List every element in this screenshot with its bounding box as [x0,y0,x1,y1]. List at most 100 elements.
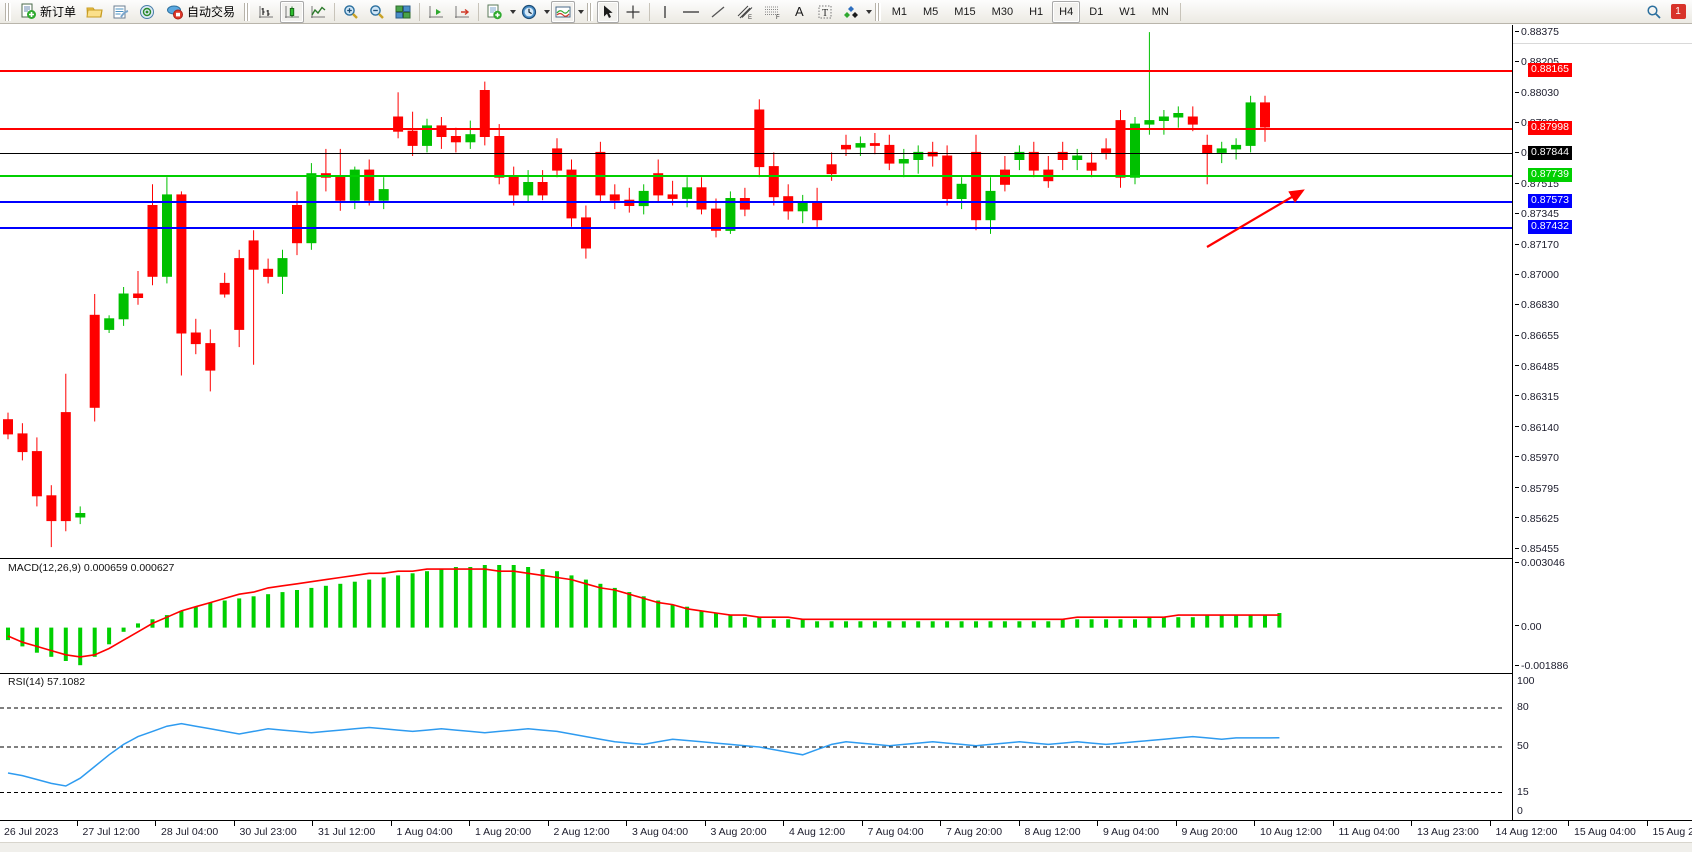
bar-chart-button[interactable] [254,1,278,23]
templates-button[interactable] [551,0,576,23]
vertical-line-button[interactable] [654,1,676,23]
trendline-icon [711,6,725,17]
time-axis-label: 11 Aug 04:00 [1338,826,1400,838]
time-axis-tick [469,821,470,826]
support-line-2[interactable] [0,227,1512,229]
support-line-1[interactable] [0,201,1512,203]
trendline-button[interactable] [706,1,730,23]
price-pane[interactable] [0,25,1512,556]
chart-shift-button[interactable] [450,1,474,23]
rsi-pane[interactable] [0,674,1512,820]
channel-icon: E [737,5,753,20]
timeframe-mn[interactable]: MN [1145,1,1176,23]
toolbar-separator [334,2,336,21]
rsi-axis-tick: 15 [1517,785,1529,798]
time-axis[interactable]: 26 Jul 2023 27 Jul 12:00 28 Jul 04:00 30 Ju… [0,820,1692,842]
time-axis-label: 30 Jul 23:00 [239,826,297,838]
time-axis-tick [704,821,706,826]
time-axis-label: 1 Aug 04:00 [396,826,453,838]
time-axis-label: 15 Aug 20:00 [1652,826,1692,838]
time-axis-label: 7 Aug 04:00 [867,826,924,838]
line-chart-button[interactable] [306,1,330,23]
shapes-button[interactable] [839,1,863,23]
timeframe-label: H4 [1059,5,1074,18]
time-axis-label: 2 Aug 12:00 [553,826,610,838]
time-axis-label: 28 Jul 04:00 [161,826,219,838]
time-axis-label: 26 Jul 2023 [4,826,59,838]
search-button[interactable] [1643,1,1665,23]
new-order-icon [21,3,36,19]
auto-scroll-button[interactable] [424,1,448,23]
timeframe-d1[interactable]: D1 [1082,1,1110,23]
chart-container[interactable]: 0.883750.882050.880300.878600.876900.875… [0,25,1692,852]
price-axis-tick: 0.86830 [1515,300,1559,311]
timeframe-h4[interactable]: H4 [1052,0,1081,23]
horizontal-line-button[interactable] [678,1,704,23]
time-axis-tick [1018,821,1020,826]
resistance-line-2[interactable] [0,128,1512,130]
timeframe-m15[interactable]: M15 [947,1,982,23]
rsi-axis-tick: 80 [1517,701,1529,713]
new-order-button[interactable]: 新订单 [15,1,81,23]
fibonacci-button[interactable]: F [760,1,786,23]
candlestick-chart-button[interactable] [280,0,305,23]
text-button[interactable]: A [788,1,811,23]
timeframe-h1[interactable]: H1 [1022,1,1050,23]
indicators-dropdown-caret[interactable] [510,9,517,14]
time-axis-label: 9 Aug 20:00 [1181,826,1238,838]
search-icon [1647,4,1661,19]
time-axis-label: 1 Aug 20:00 [475,826,532,838]
timeframe-label: M15 [954,5,976,18]
timeframe-m5[interactable]: M5 [916,1,945,23]
time-axis-label: 13 Aug 23:00 [1417,826,1479,838]
alert-button[interactable]: 1 [1667,1,1689,23]
timeframe-m1[interactable]: M1 [885,1,914,23]
text-label-button[interactable]: T [813,1,837,23]
cursor-icon [604,5,613,18]
time-axis-tick [1097,821,1098,826]
zoom-in-button[interactable] [339,1,363,23]
toolbar-grip-2[interactable] [244,2,251,21]
templates-dropdown-caret[interactable] [578,9,585,14]
macd-pane[interactable] [0,559,1512,672]
periods-dropdown-caret[interactable] [544,9,551,14]
profiles-button[interactable] [83,1,107,23]
navigator-button[interactable] [135,1,159,23]
price-axis-tick: 0.86140 [1515,422,1559,434]
toolbar-grip-4[interactable] [874,2,881,21]
price-axis-tick: 0.86655 [1515,331,1559,342]
toolbar-grip-3[interactable] [587,2,594,21]
text-icon: A [795,4,804,19]
fibonacci-icon: F [765,6,780,20]
toolbar-separator-2 [419,2,421,21]
resistance-line-1[interactable] [0,70,1512,72]
time-axis-label: 14 Aug 12:00 [1495,826,1558,838]
tile-windows-icon [395,5,411,18]
timeframe-label: H1 [1029,5,1044,18]
market-watch-icon [113,5,129,18]
toolbar-separator-5 [1179,2,1181,21]
indicators-button[interactable] [483,1,507,23]
market-watch-button[interactable] [109,1,133,23]
equidistant-channel-button[interactable]: E [732,1,758,23]
price-axis-tick: 0.85970 [1515,452,1559,464]
zoom-out-button[interactable] [365,1,389,23]
timeframe-m30[interactable]: M30 [985,1,1020,23]
price-tag-support-line: 0.87432 [1528,220,1572,234]
crosshair-button[interactable] [621,1,645,23]
autotrading-button[interactable]: 自动交易 [161,1,240,23]
shapes-dropdown-caret[interactable] [865,9,872,14]
toolbar-separator-3 [478,2,480,21]
chart-shift-icon [455,5,470,18]
periods-button[interactable] [517,1,541,23]
autotrading-icon [167,5,184,19]
price-axis-tick: 0.85625 [1515,513,1559,525]
timeframe-w1[interactable]: W1 [1112,1,1143,23]
time-axis-tick [1646,821,1648,826]
rsi-axis-tick: 100 [1517,675,1535,687]
toolbar-grip[interactable] [5,2,11,21]
time-axis-tick [1175,821,1177,826]
price-axis-tick: 0.85455 [1515,543,1559,555]
tile-windows-button[interactable] [391,1,415,23]
cursor-button[interactable] [597,0,620,23]
